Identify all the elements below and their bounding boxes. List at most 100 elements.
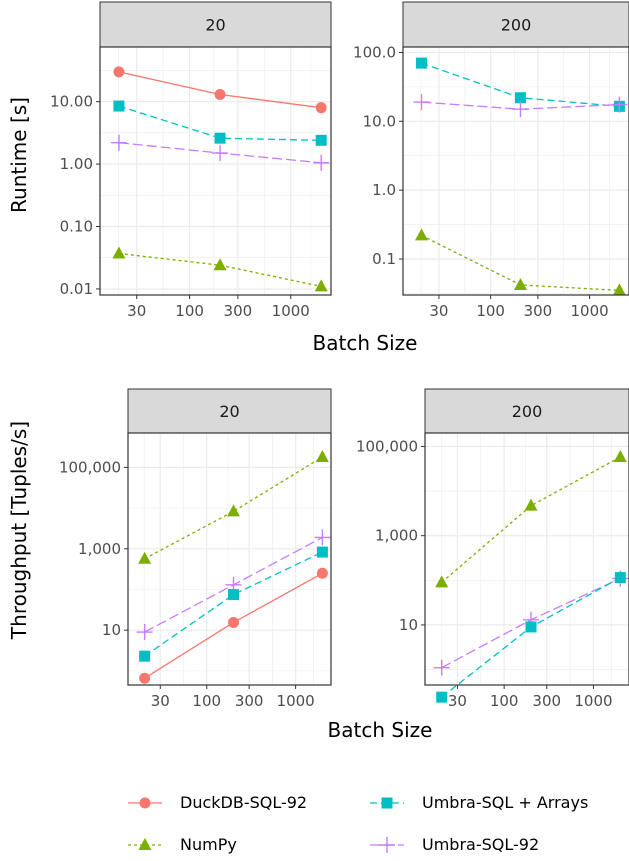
data-point-umbra_arrays	[614, 572, 626, 584]
data-point-numpy	[613, 449, 627, 462]
runtime-panel-20: 20 30 100 300 1000 0.01 0.10 1.00 10.00	[50, 1, 332, 320]
legend-item-umbra_92: Umbra-SQL-92	[370, 835, 539, 854]
facet-strip	[127, 388, 332, 434]
data-point-umbra_92	[611, 96, 628, 113]
data-point-duckdb	[113, 66, 125, 78]
x-tick-label: 300	[532, 692, 561, 710]
y-tick-label: 1.00	[60, 155, 93, 173]
data-point-umbra_92	[512, 101, 529, 118]
x-tick-label: 30	[127, 302, 146, 320]
panel-border	[99, 46, 332, 296]
series-line-umbra_arrays	[144, 551, 323, 657]
throughput-panel-20: 20 30 100 300 1000 10 1,000 100,000	[59, 388, 332, 710]
data-point-numpy	[138, 551, 152, 564]
data-point-duckdb	[228, 616, 240, 628]
data-point-duckdb	[214, 89, 226, 101]
x-tick-label: 300	[224, 302, 253, 320]
series-line-umbra_arrays	[118, 105, 322, 141]
throughput-panel-200: 200 30 100 300 1000 10 1,000 100,000	[356, 388, 629, 710]
x-tick-label: 100	[490, 692, 519, 710]
x-tick-label: 300	[524, 302, 553, 320]
data-point-umbra_arrays	[416, 57, 428, 69]
facet-label: 200	[512, 402, 543, 421]
data-point-umbra_arrays	[113, 100, 125, 112]
data-point-numpy	[435, 575, 449, 588]
y-tick-label: 0.10	[60, 218, 93, 236]
series-umbra_arrays	[113, 100, 327, 146]
data-point-umbra_arrays	[228, 589, 240, 601]
legend-item-duckdb: DuckDB-SQL-92	[128, 793, 307, 812]
legend-label: Umbra-SQL-92	[422, 835, 539, 854]
legend-item-umbra_arrays: Umbra-SQL + Arrays	[370, 793, 588, 812]
x-tick-label: 300	[235, 692, 264, 710]
facet-strip	[402, 1, 629, 48]
data-point-numpy	[314, 279, 328, 292]
series-duckdb	[139, 567, 328, 684]
legend-key-marker	[138, 838, 152, 850]
data-point-umbra_arrays	[214, 132, 226, 144]
plot-background	[100, 47, 331, 295]
series-umbra_arrays	[436, 572, 626, 703]
data-point-numpy	[612, 283, 626, 296]
x-tick-label: 100	[192, 692, 221, 710]
data-point-duckdb	[315, 102, 327, 114]
data-point-numpy	[415, 228, 429, 241]
data-point-umbra_92	[110, 134, 127, 151]
data-point-numpy	[513, 277, 527, 290]
series-line-numpy	[144, 456, 323, 560]
x-tick-label: 100	[175, 302, 204, 320]
series-numpy	[138, 450, 329, 564]
legend-item-numpy: NumPy	[128, 835, 237, 854]
panel-border	[424, 432, 629, 686]
data-point-duckdb	[316, 567, 328, 579]
legend-key-marker	[381, 797, 393, 809]
runtime-x-axis-title: Batch Size	[313, 331, 418, 355]
facet-strip	[99, 1, 332, 48]
x-tick-label: 30	[429, 302, 448, 320]
series-line-numpy	[118, 252, 322, 288]
data-point-numpy	[524, 498, 538, 511]
data-point-numpy	[112, 246, 126, 259]
y-tick-label: 0.01	[60, 280, 93, 298]
series-umbra_92	[413, 94, 628, 118]
y-tick-label: 1,000	[375, 527, 418, 545]
y-tick-label: 0.1	[372, 250, 396, 268]
data-point-numpy	[315, 450, 329, 463]
panel-border	[127, 432, 332, 686]
data-point-numpy	[213, 258, 227, 271]
legend-label: NumPy	[180, 835, 237, 854]
throughput-y-axis-title: Throughput [Tuples/s]	[7, 421, 31, 640]
facet-label: 20	[205, 16, 225, 35]
x-tick-label: 1000	[574, 692, 612, 710]
data-point-umbra_arrays	[316, 546, 328, 558]
legend-label: DuckDB-SQL-92	[180, 793, 307, 812]
gridlines	[403, 47, 629, 295]
series-duckdb	[113, 66, 327, 114]
plot-background	[128, 433, 331, 685]
x-tick-label: 1000	[571, 302, 609, 320]
legend-label: Umbra-SQL + Arrays	[422, 793, 588, 812]
gridlines	[128, 433, 331, 685]
y-tick-label: 10	[102, 621, 121, 639]
y-tick-label: 10.0	[363, 112, 396, 130]
panel-border	[402, 46, 629, 296]
series-umbra_arrays	[139, 546, 328, 662]
y-tick-label: 100.0	[353, 43, 396, 61]
plot-background	[403, 47, 629, 295]
data-point-umbra_92	[136, 624, 153, 641]
x-tick-label: 1000	[272, 302, 310, 320]
y-tick-label: 10.00	[50, 93, 93, 111]
legend-key-marker	[379, 837, 395, 853]
data-point-numpy	[227, 504, 241, 517]
x-tick-label: 1000	[277, 692, 315, 710]
x-tick-label: 30	[151, 692, 170, 710]
runtime-y-axis-title: Runtime [s]	[7, 97, 31, 213]
y-tick-label: 100,000	[59, 458, 121, 476]
data-point-umbra_arrays	[525, 621, 537, 633]
data-point-umbra_92	[433, 659, 450, 676]
data-point-umbra_arrays	[315, 134, 327, 146]
y-tick-label: 100,000	[356, 437, 418, 455]
data-point-umbra_92	[212, 145, 229, 162]
series-numpy	[415, 228, 626, 296]
